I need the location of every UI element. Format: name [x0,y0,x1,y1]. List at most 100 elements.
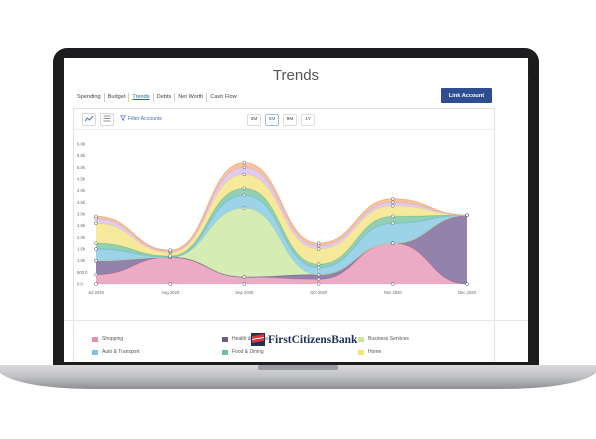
bank-brand: FirstCitizensBank [251,333,357,346]
trends-area-chart: 0.0 500.0 1.0k 1.5k 2.0k 2.5k 3.0k 3.5k 4.0k 4.5k… [77,142,477,296]
legend-label: Health & Fitness [232,336,269,342]
y-tick-label: 1.5k [77,247,86,252]
area-series-4[interactable] [96,188,467,268]
legend-swatch [358,349,364,355]
data-point[interactable] [242,275,247,279]
list-icon[interactable] [100,113,114,126]
legend-swatch [222,336,228,342]
data-point[interactable] [391,214,395,219]
legend-label: Business Services [368,336,409,342]
y-tick-label: 6.0k [77,142,86,147]
baseline-point [242,282,247,286]
data-point[interactable] [316,262,321,266]
data-point[interactable] [465,213,469,217]
data-point[interactable] [316,277,321,282]
line-chart-icon[interactable] [82,113,96,126]
data-point[interactable] [316,247,321,251]
trends-modal: Trends Spending Budget Trends Debts Net Wort… [64,58,528,362]
legend-swatch [222,349,228,355]
area-series-0[interactable] [96,243,467,284]
data-point[interactable] [242,193,247,198]
data-point[interactable] [94,214,98,219]
baseline-point [94,282,98,286]
legend-item[interactable]: Home [358,349,381,355]
legend-item[interactable]: Business Services [358,336,409,342]
data-point[interactable] [316,241,321,245]
data-point[interactable] [94,272,98,277]
data-point[interactable] [391,221,395,226]
page-title: Trends [272,67,320,84]
legend-swatch [92,336,98,342]
x-tick-label: Dec 2020 [458,290,477,295]
y-tick-label: 3.0k [77,212,86,217]
area-series-5[interactable] [96,174,467,265]
data-point[interactable] [242,186,247,191]
data-point[interactable] [391,204,395,208]
filter-accounts-link[interactable]: Filter Accounts [119,115,162,122]
tab-debts[interactable]: Debts [152,93,175,102]
legend-item[interactable]: Shopping [92,336,123,342]
y-tick-label: 1.0k [77,258,86,263]
tab-cash-flow[interactable]: Cash Flow [206,93,239,102]
legend-swatch [92,349,98,355]
chart-toolbar: Filter Accounts 3M 6M 9M 1Y [74,109,494,130]
data-point[interactable] [168,248,172,252]
footer-divider [64,320,528,321]
data-point[interactable] [94,258,98,263]
data-point[interactable] [316,265,321,270]
legend-swatch [358,336,364,342]
y-tick-label: 0.0 [77,282,83,287]
legend-label: Home [368,349,382,355]
data-point[interactable] [94,221,98,226]
area-series-6[interactable] [96,167,467,253]
area-series-3[interactable] [96,195,467,275]
link-account-button[interactable]: Link Account [441,88,492,103]
period-3m-button[interactable]: 3M [247,114,261,126]
tab-budget[interactable]: Budget [103,93,129,102]
baseline-point [465,282,469,286]
data-point[interactable] [242,160,247,165]
period-9m-button[interactable]: 9M [283,114,297,126]
y-tick-label: 2.0k [77,235,86,240]
legend-label: Auto & Transport [102,349,140,355]
data-point[interactable] [391,200,395,205]
area-series-2[interactable] [96,208,467,277]
period-1y-button[interactable]: 1Y [301,114,315,126]
data-point[interactable] [94,241,98,245]
baseline-point [391,282,395,286]
x-tick-label: Sep 2020 [235,290,254,295]
legend-label: Food & Dining [232,349,264,355]
baseline-point [316,282,321,286]
period-6m-button[interactable]: 6M [265,114,279,126]
data-point[interactable] [242,172,247,177]
tab-net-worth[interactable]: Net Worth [174,93,206,102]
legend-item[interactable]: Auto & Transport [92,349,140,355]
trends-panel: Filter Accounts 3M 6M 9M 1Y 0.0 500.0 1.0k 1.5… [73,108,495,362]
data-point[interactable] [391,241,395,245]
x-tick-label: Oct 2020 [310,290,328,295]
legend-item[interactable]: Health & Fitness [222,336,269,342]
y-tick-label: 500.0 [77,270,88,275]
y-tick-label: 4.0k [77,188,86,193]
legend-item[interactable]: Food & Dining [222,349,264,355]
data-point[interactable] [94,247,98,251]
x-tick-label: Nov 2020 [384,290,403,295]
tab-bar: Spending Budget Trends Debts Net Worth Cash F… [74,93,240,102]
x-tick-label: Jul 2020 [88,290,105,295]
data-point[interactable] [242,165,247,170]
laptop-base [0,365,596,389]
tab-spending[interactable]: Spending [77,94,101,100]
bank-name: FirstCitizensBank [268,333,358,346]
bank-flag-logo-icon [251,333,265,346]
x-tick-label: Aug 2020 [161,290,180,295]
y-tick-label: 2.5k [77,223,86,228]
tab-trends[interactable]: Trends [128,93,152,102]
y-tick-label: 5.0k [77,165,86,170]
data-point[interactable] [316,272,321,277]
data-point[interactable] [168,254,172,258]
y-tick-label: 3.5k [77,200,86,205]
legend-label: Shopping [102,336,124,342]
data-point[interactable] [242,206,247,210]
filter-icon [119,115,127,121]
data-point[interactable] [391,197,395,201]
